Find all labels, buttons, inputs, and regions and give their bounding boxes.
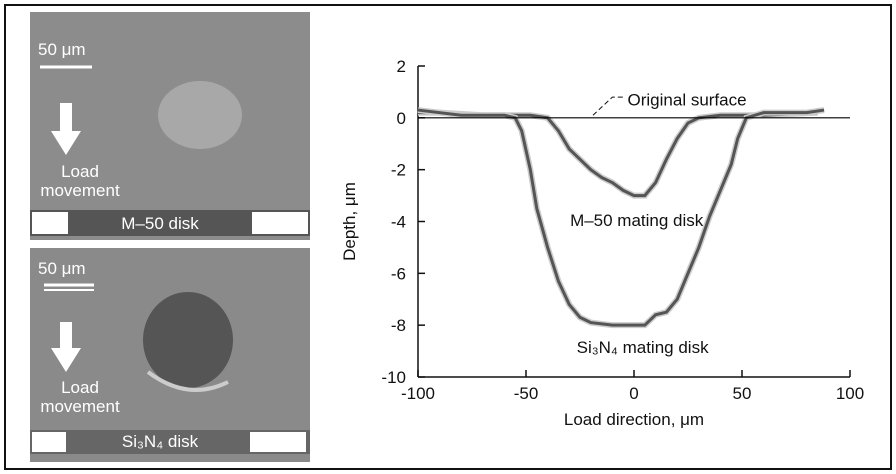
scale-bar-label: 50 μm bbox=[38, 40, 86, 59]
y-axis-title: Depth, μm bbox=[340, 182, 359, 261]
x-axis-title: Load direction, μm bbox=[564, 410, 704, 429]
arrow-label: Load movement bbox=[40, 162, 120, 200]
micrograph-bottom: 50 μm Load movement Si₃N₄ disk bbox=[30, 248, 310, 462]
micrograph-top: 50 μm Load movement M–50 disk bbox=[30, 12, 310, 240]
y-tick-label: -6 bbox=[391, 264, 406, 283]
y-tick-label: -2 bbox=[391, 161, 406, 180]
annotation: Original surface bbox=[628, 91, 747, 110]
leader-line bbox=[592, 96, 624, 116]
y-tick-label: -4 bbox=[391, 213, 406, 232]
line bbox=[418, 111, 818, 198]
scale-bar-label: 50 μm bbox=[38, 259, 86, 278]
line-halo bbox=[418, 109, 818, 199]
arrow-label: Load movement bbox=[40, 378, 120, 416]
x-tick-label: 100 bbox=[836, 384, 864, 403]
series-label: M–50 mating disk bbox=[570, 211, 704, 231]
caption: M–50 disk bbox=[121, 214, 199, 233]
frame bbox=[4, 4, 892, 470]
x-tick-label: -100 bbox=[401, 384, 435, 403]
x-tick-label: -50 bbox=[514, 384, 539, 403]
y-tick-label: 0 bbox=[397, 109, 406, 128]
series-label: Si₃N₄ mating disk bbox=[576, 338, 709, 358]
chart: -10 -8 -6 -4 -2 0 2 -100 -50 0 50 100 Load direction… bbox=[340, 57, 864, 429]
caption: Si₃N₄ disk bbox=[122, 432, 199, 451]
y-tick-label: -8 bbox=[391, 316, 406, 335]
x-tick-label: 50 bbox=[733, 384, 752, 403]
x-tick-label: 0 bbox=[629, 384, 638, 403]
y-tick-label: -10 bbox=[381, 368, 406, 387]
line bbox=[417, 108, 825, 327]
y-tick-label: 2 bbox=[397, 57, 406, 76]
